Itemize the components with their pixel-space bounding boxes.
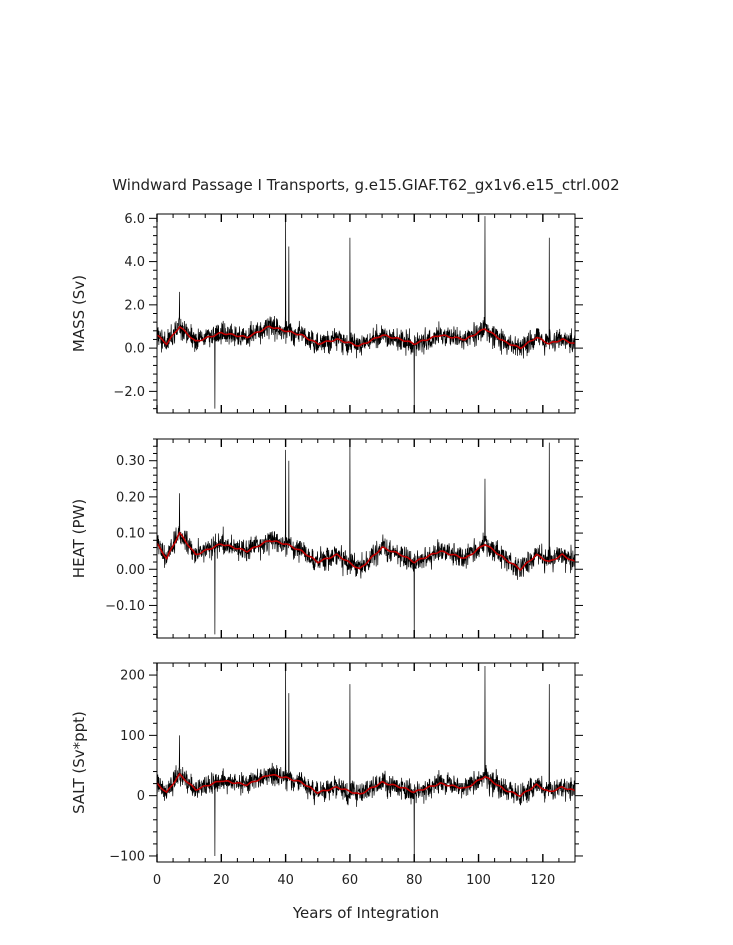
y-tick-label: 0.0 [124,342,145,357]
x-tick-label: 120 [530,873,555,888]
figure-title: Windward Passage I Transports, g.e15.GIA… [112,176,619,195]
x-tick-label: 80 [406,873,423,888]
x-tick-label: 40 [277,873,294,888]
y-tick-label: 0.20 [116,490,145,505]
raw-transport-line [157,663,575,862]
y-tick-label: −0.10 [105,599,145,614]
y-tick-label: −100 [109,849,145,864]
smoothed-transport-line [157,772,575,797]
plot-frame [156,662,576,863]
x-tick-label: 100 [466,873,491,888]
y-tick-label: 100 [120,729,145,744]
smoothed-transport-line [157,531,575,572]
y-tick-label: 0.30 [116,454,145,469]
y-tick-label: 2.0 [124,298,145,313]
y-axis-label: MASS (Sv) [70,275,88,352]
raw-transport-line [157,214,575,413]
x-tick-label: 20 [213,873,230,888]
y-tick-label: 4.0 [124,255,145,270]
plot-frame [156,213,576,414]
y-tick-label: 200 [120,669,145,684]
y-tick-label: 0.10 [116,527,145,542]
y-tick-label: 6.0 [124,212,145,227]
y-axis-label: HEAT (PW) [70,499,88,578]
y-axis-label: SALT (Sv*ppt) [70,711,88,814]
x-tick-label: 0 [153,873,161,888]
y-tick-label: 0.00 [116,563,145,578]
heat-panel: −0.10 0.00 0.10 0.20 0.30 HEAT (PW) [70,438,583,639]
x-axis-label: Years of Integration [292,904,439,922]
y-tick-label: −2.0 [113,385,145,400]
raw-transport-line [157,442,575,638]
x-tick-label: 60 [342,873,359,888]
salt-panel: −100 0 100 200 SALT (Sv*ppt) 0 20 40 60 80 100 120 [70,662,583,888]
plot-frame [156,438,576,639]
y-tick-label: 0 [137,789,145,804]
mass-panel: −2.0 0.0 2.0 4.0 6.0 MASS (Sv) [70,212,583,414]
smoothed-transport-line [157,325,575,350]
